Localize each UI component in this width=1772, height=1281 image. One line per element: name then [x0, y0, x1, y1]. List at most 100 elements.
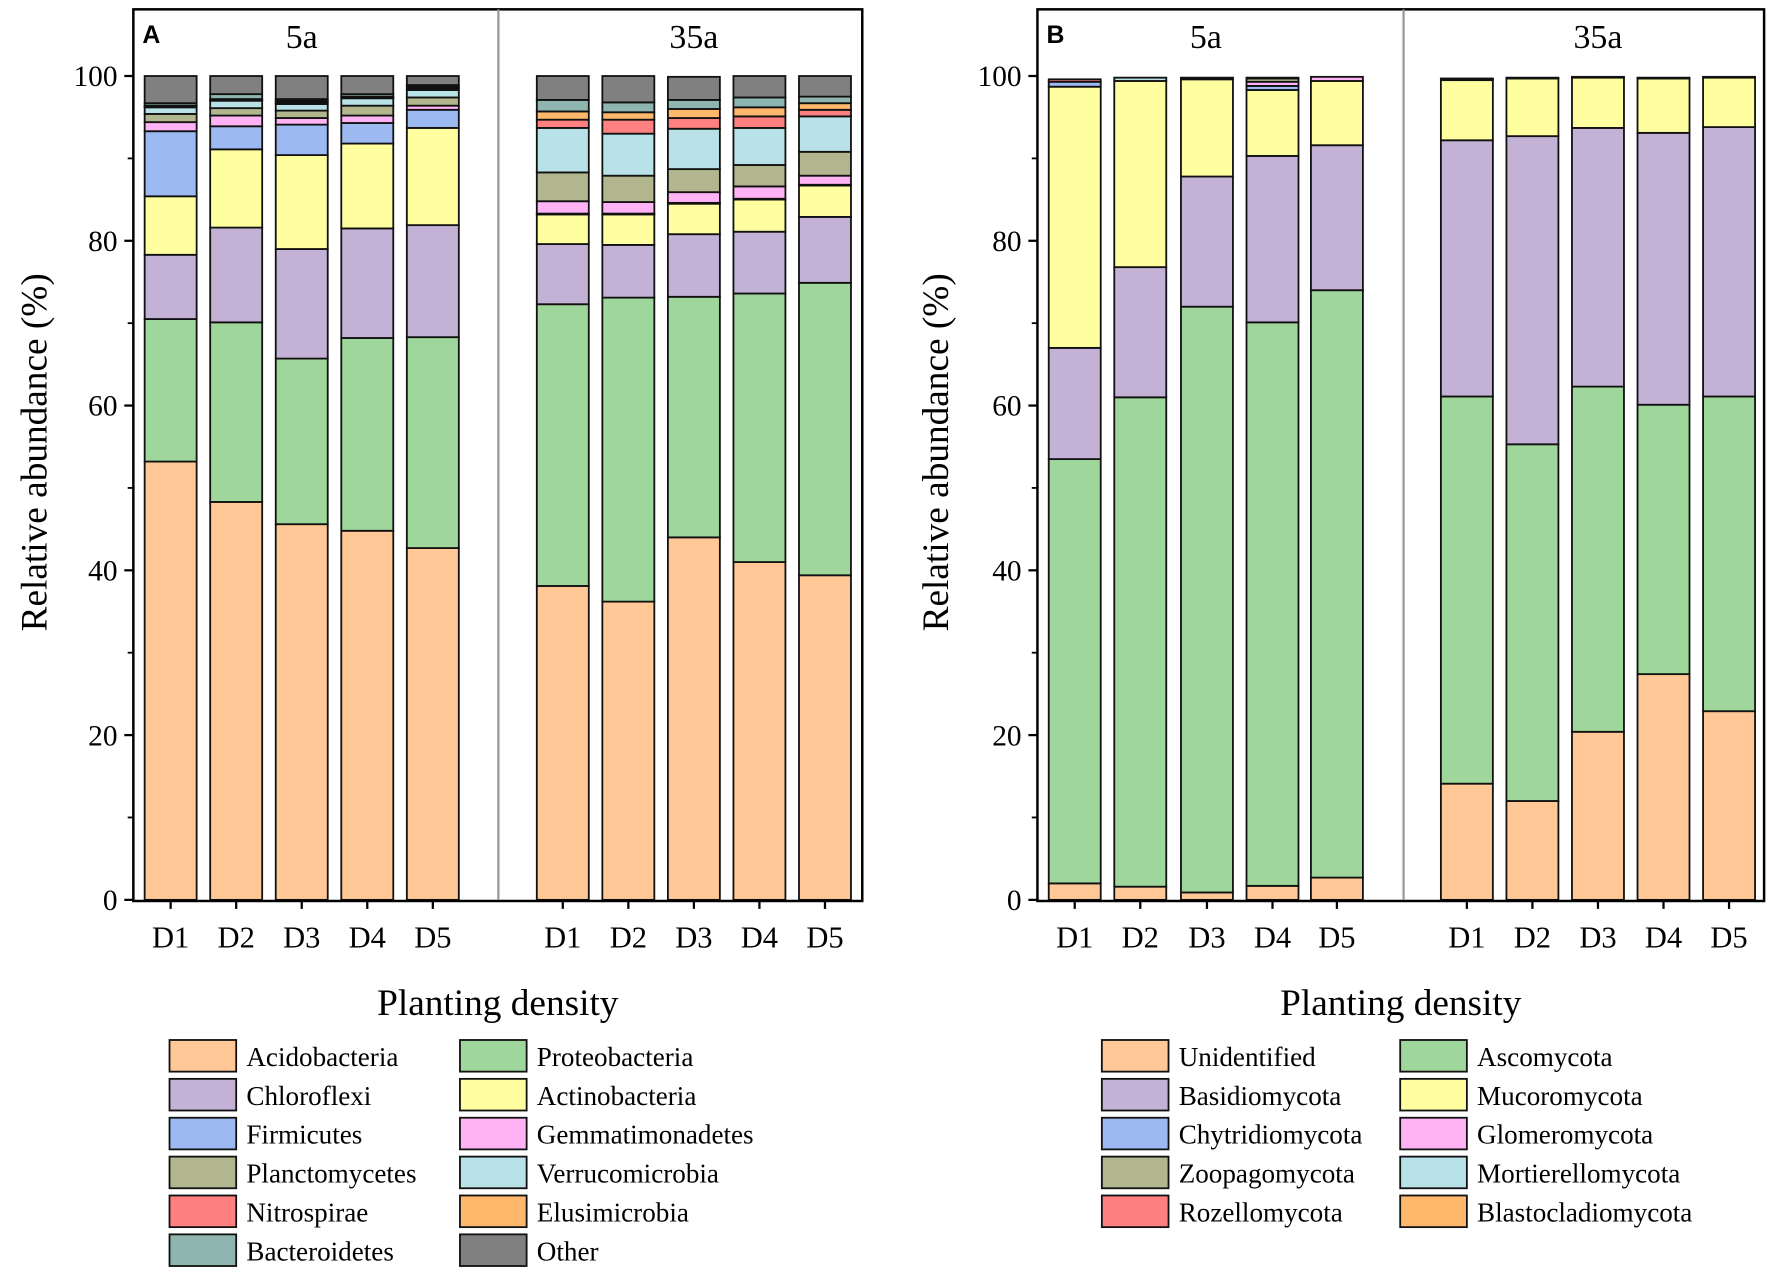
bar-segment-gemmatimonadetes	[601, 201, 656, 215]
bar-segment-gemmatimonadetes	[209, 114, 264, 128]
bar-segment-nitrospirae	[798, 108, 852, 118]
legend-item-verrucomicrobia: Verrucomicrobia	[459, 1155, 719, 1190]
bar-segment-mucoromycota	[1439, 79, 1494, 142]
bar-segment-proteobacteria	[209, 321, 264, 503]
legend-label: Proteobacteria	[537, 1042, 694, 1072]
legend-item-actinobacteria: Actinobacteria	[459, 1077, 696, 1112]
legend-item-bacteroidetes: Bacteroidetes	[168, 1233, 394, 1267]
bar-segment-other	[535, 75, 590, 101]
bar-segment-firmicutes	[143, 130, 198, 198]
bar-segment-unidentified	[1505, 800, 1560, 901]
bar-segment-mucoromycota	[1571, 76, 1625, 129]
y-axis-title: Relative abundance (%)	[14, 273, 55, 631]
legend-swatch	[168, 1155, 238, 1190]
bar-35a-D3	[1571, 75, 1625, 901]
bar-segment-rozellomycota	[1702, 75, 1756, 79]
bar-segment-acidobacteria	[535, 585, 590, 901]
legend-item-acidobacteria: Acidobacteria	[168, 1039, 398, 1073]
bar-segment-other	[143, 75, 198, 105]
bar-segment-actinobacteria	[209, 148, 264, 229]
bar-segment-ascomycota	[1505, 443, 1560, 802]
bar-segment-firmicutes	[209, 125, 264, 151]
bar-segment-unidentified	[1245, 884, 1300, 901]
bar-segment-planctomycetes	[798, 150, 852, 177]
legend-label: Other	[537, 1236, 599, 1266]
bar-segment-actinobacteria	[143, 195, 198, 256]
bar-segment-nitrospirae	[666, 117, 721, 130]
bar-segment-basidiomycota	[1245, 155, 1300, 324]
legend-item-chytridiomycota: Chytridiomycota	[1100, 1116, 1362, 1151]
bar-segment-actinobacteria	[405, 127, 460, 227]
bar-segment-proteobacteria	[535, 303, 590, 587]
bar-segment-acidobacteria	[601, 600, 656, 901]
legend-label: Chloroflexi	[246, 1081, 371, 1111]
bar-segment-planctomycetes	[209, 107, 264, 117]
bar-segment-ascomycota	[1310, 289, 1364, 879]
legend-swatch	[1399, 1116, 1468, 1151]
legend-item-gemmatimonadetes: Gemmatimonadetes	[459, 1116, 754, 1151]
x-axis-title: Planting density	[377, 983, 619, 1024]
bar-segment-rozellomycota	[1180, 76, 1234, 80]
legend-swatch	[459, 1233, 528, 1267]
legend-label: Elusimicrobia	[537, 1197, 689, 1227]
legend-item-mucoromycota: Mucoromycota	[1399, 1077, 1643, 1112]
bar-segment-unidentified	[1571, 730, 1625, 901]
x-tick-label: D3	[675, 920, 712, 954]
group-label: 5a	[1190, 19, 1222, 56]
bar-segment-elusimicrobia	[666, 108, 721, 119]
legend-swatch	[459, 1116, 528, 1151]
legend-item-chloroflexi: Chloroflexi	[168, 1077, 372, 1112]
legend-label: Basidiomycota	[1179, 1081, 1342, 1111]
bar-5a-D4	[340, 75, 395, 901]
bar-segment-actinobacteria	[535, 213, 590, 245]
legend-item-ascomycota: Ascomycota	[1399, 1039, 1613, 1073]
bar-segment-bacteroidetes	[535, 99, 590, 113]
group-label: 5a	[286, 19, 318, 56]
legend-label: Zoopagomycota	[1179, 1159, 1355, 1189]
y-tick-label: 40	[88, 555, 117, 587]
panel-label: A	[142, 21, 160, 49]
bar-segment-verrucomicrobia	[340, 97, 395, 107]
bar-segment-gemmatimonadetes	[274, 117, 329, 126]
bar-segment-verrucomicrobia	[274, 103, 329, 112]
bar-segment-other	[601, 75, 656, 104]
legend-swatch	[459, 1039, 528, 1073]
bar-segment-chloroflexi	[405, 224, 460, 339]
legend-swatch	[1399, 1155, 1468, 1190]
legend-item-zoopagomycota: Zoopagomycota	[1100, 1155, 1355, 1190]
bar-segment-other	[798, 75, 852, 98]
legend-item-proteobacteria: Proteobacteria	[459, 1039, 694, 1073]
legend-label: Nitrospirae	[246, 1197, 368, 1227]
legend-swatch	[1100, 1039, 1170, 1073]
bar-segment-planctomycetes	[666, 168, 721, 194]
bar-segment-rozellomycota	[1571, 75, 1625, 79]
bar-segment-other	[209, 75, 264, 96]
bar-segment-actinobacteria	[666, 202, 721, 236]
bar-segment-actinobacteria	[340, 142, 395, 230]
bar-segment-unidentified	[1047, 882, 1102, 901]
bar-35a-D1	[1439, 77, 1494, 901]
bar-5a-D2	[1113, 76, 1168, 901]
x-tick-label: D4	[741, 920, 778, 954]
x-tick-label: D5	[1318, 920, 1355, 954]
bar-segment-planctomycetes	[405, 96, 460, 107]
bar-segment-unidentified	[1702, 710, 1756, 901]
bar-segment-rozellomycota	[1047, 78, 1102, 83]
x-tick-label: D1	[544, 920, 581, 954]
legend-item-elusimicrobia: Elusimicrobia	[459, 1194, 689, 1229]
bar-segment-gemmatimonadetes	[666, 191, 721, 204]
bar-segment-rozellomycota	[1636, 76, 1691, 80]
legend-swatch	[168, 1233, 238, 1267]
bar-segment-planctomycetes	[535, 171, 590, 203]
legend-label: Ascomycota	[1477, 1042, 1613, 1072]
bar-35a-D4	[1636, 76, 1691, 901]
bar-segment-chloroflexi	[666, 233, 721, 298]
panel-a: 0 20 40 60 80 100 D1 D2 D3 D4 D5 D1 D2 D3 D4 D5 5a 35a A Pl…	[14, 8, 864, 1267]
plot-frame	[132, 8, 864, 903]
panel-label: B	[1046, 21, 1064, 49]
bar-segment-elusimicrobia	[798, 102, 852, 111]
bar-5a-D3	[274, 75, 329, 901]
bar-segment-rozellomycota	[1245, 76, 1300, 80]
bar-segment-verrucomicrobia	[209, 99, 264, 110]
